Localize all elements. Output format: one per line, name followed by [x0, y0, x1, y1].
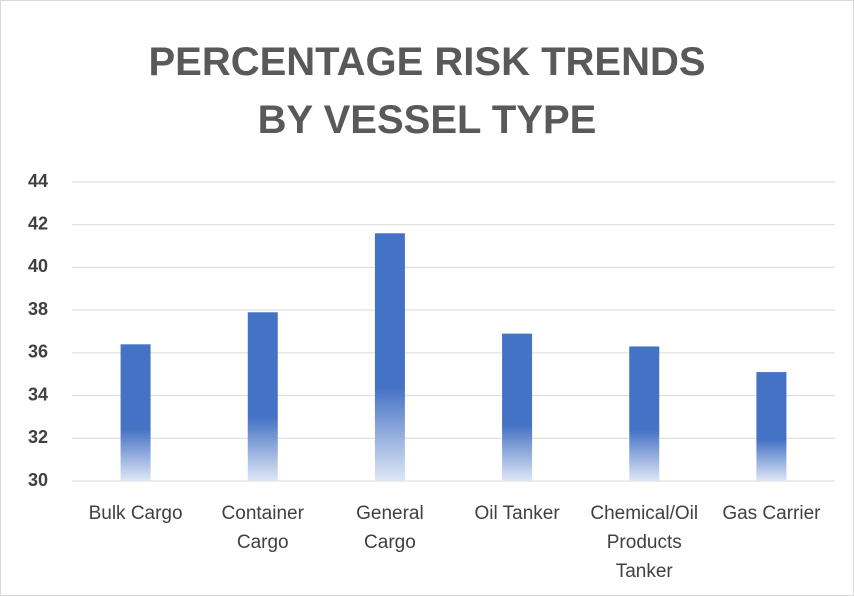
- bar: [756, 372, 787, 481]
- bar: [374, 233, 405, 481]
- y-tick-label: 32: [28, 427, 48, 447]
- bar: [502, 333, 533, 481]
- y-tick-label: 40: [28, 256, 48, 276]
- x-tick-label: Chemical/Oil Products Tanker: [590, 503, 698, 582]
- x-tick-label: General Cargo: [356, 503, 424, 553]
- bar: [629, 346, 660, 481]
- x-tick-label: Bulk Cargo: [89, 503, 183, 524]
- y-tick-label: 36: [28, 342, 48, 362]
- y-tick-label: 34: [28, 384, 48, 404]
- y-tick-label: 30: [28, 470, 48, 490]
- y-tick-label: 42: [28, 213, 48, 233]
- bar: [120, 344, 151, 481]
- x-tick-label: Gas Carrier: [722, 503, 821, 524]
- y-tick-label: 38: [28, 299, 48, 319]
- bar: [247, 312, 278, 481]
- x-tick-label: Oil Tanker: [474, 503, 560, 524]
- y-tick-label: 44: [28, 171, 48, 191]
- chart-title: PERCENTAGE RISK TRENDS BY VESSEL TYPE: [148, 40, 705, 142]
- x-tick-label: Container Cargo: [222, 503, 305, 553]
